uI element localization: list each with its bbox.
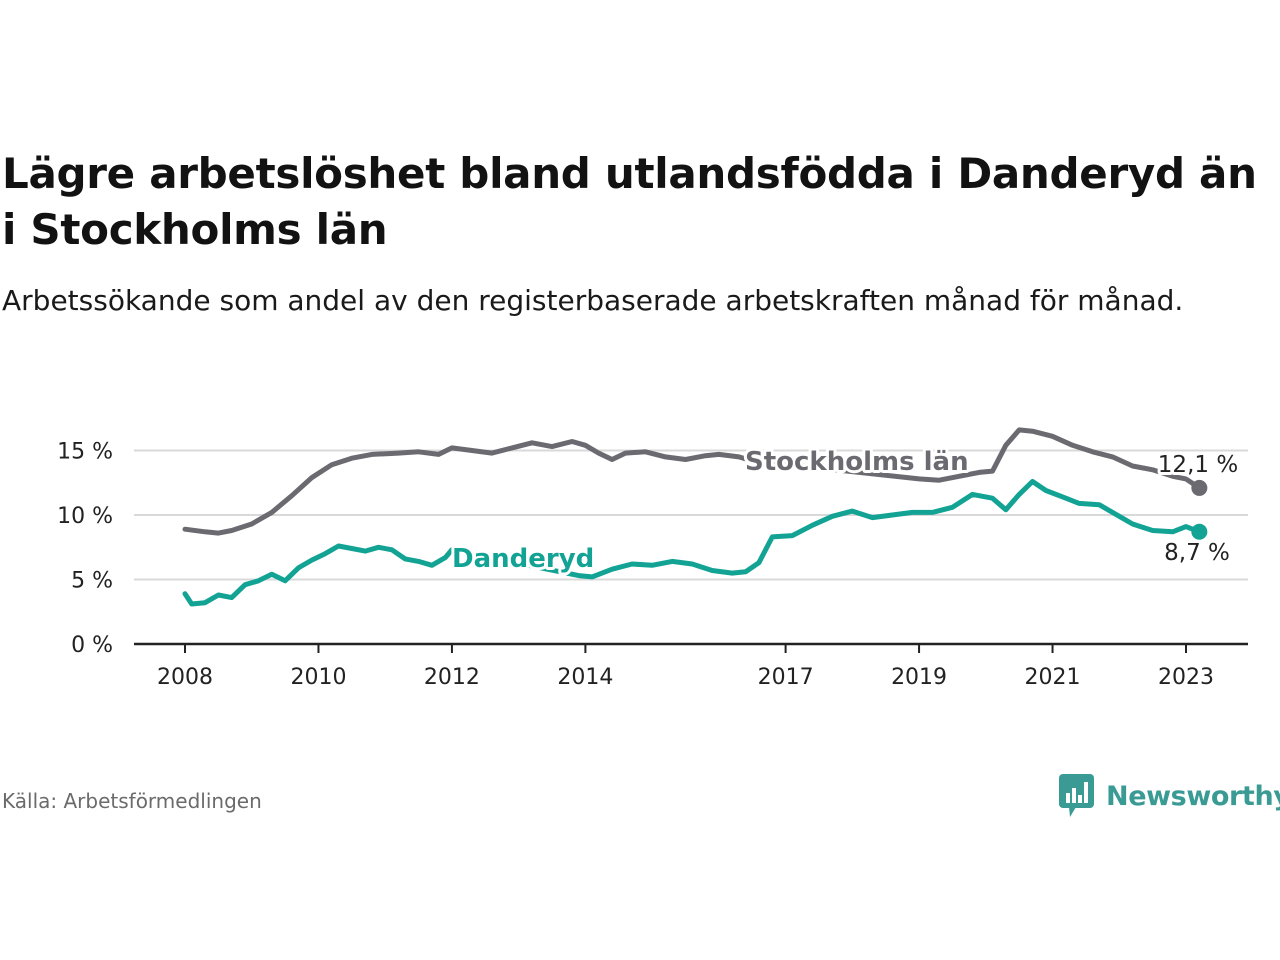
chart-title: Lägre arbetslöshet bland utlandsfödda i …	[2, 149, 1257, 254]
y-tick-label: 10 %	[57, 504, 113, 529]
series-line-danderyd	[182, 479, 1202, 607]
brand-name: Newsworthy	[1106, 780, 1280, 812]
y-tick-label: 0 %	[71, 633, 113, 658]
x-tick-label: 2017	[758, 665, 814, 690]
brand-logo: Newsworthy	[1058, 772, 1280, 820]
source-note: Källa: Arbetsförmedlingen	[2, 789, 262, 813]
x-tick-label: 2023	[1158, 665, 1214, 690]
x-tick-label: 2014	[557, 665, 613, 690]
series-line-stockholms-lan	[182, 427, 1202, 536]
line-chart: 0 %5 %10 %15 % 2008 2010 2012 2014 2017 2019 2…	[57, 427, 1248, 690]
x-tick-label: 2012	[424, 665, 480, 690]
y-tick-labels: 0 % 5 % 10 % 15 %	[57, 440, 113, 659]
series-label-stockholms-lan: Stockholms län	[745, 447, 969, 477]
x-tick-labels: 2008 2010 2012 2014 2017 2019 2021 2023	[157, 644, 1214, 690]
x-tick-label: 2008	[157, 665, 213, 690]
y-tick-label: 5 %	[71, 569, 113, 594]
end-point-marker	[1191, 479, 1208, 496]
x-tick-label: 2010	[290, 665, 346, 690]
end-point-marker	[1191, 523, 1208, 540]
x-tick-label: 2021	[1025, 665, 1081, 690]
end-value-label-danderyd: 8,7 %	[1164, 540, 1230, 566]
y-tick-label: 15 %	[57, 440, 113, 465]
series-labels: Stockholms län Danderyd 12,1 % 8,7 %	[449, 444, 1241, 577]
end-value-label-stockholms-lan: 12,1 %	[1158, 452, 1238, 478]
bar-chart-speech-bubble-icon	[1059, 774, 1094, 817]
gridlines	[134, 449, 1248, 646]
series-lines	[182, 427, 1208, 607]
x-tick-label: 2019	[891, 665, 947, 690]
series-label-danderyd: Danderyd	[452, 544, 594, 574]
chart-subtitle: Arbetssökande som andel av den registerb…	[2, 284, 1184, 317]
